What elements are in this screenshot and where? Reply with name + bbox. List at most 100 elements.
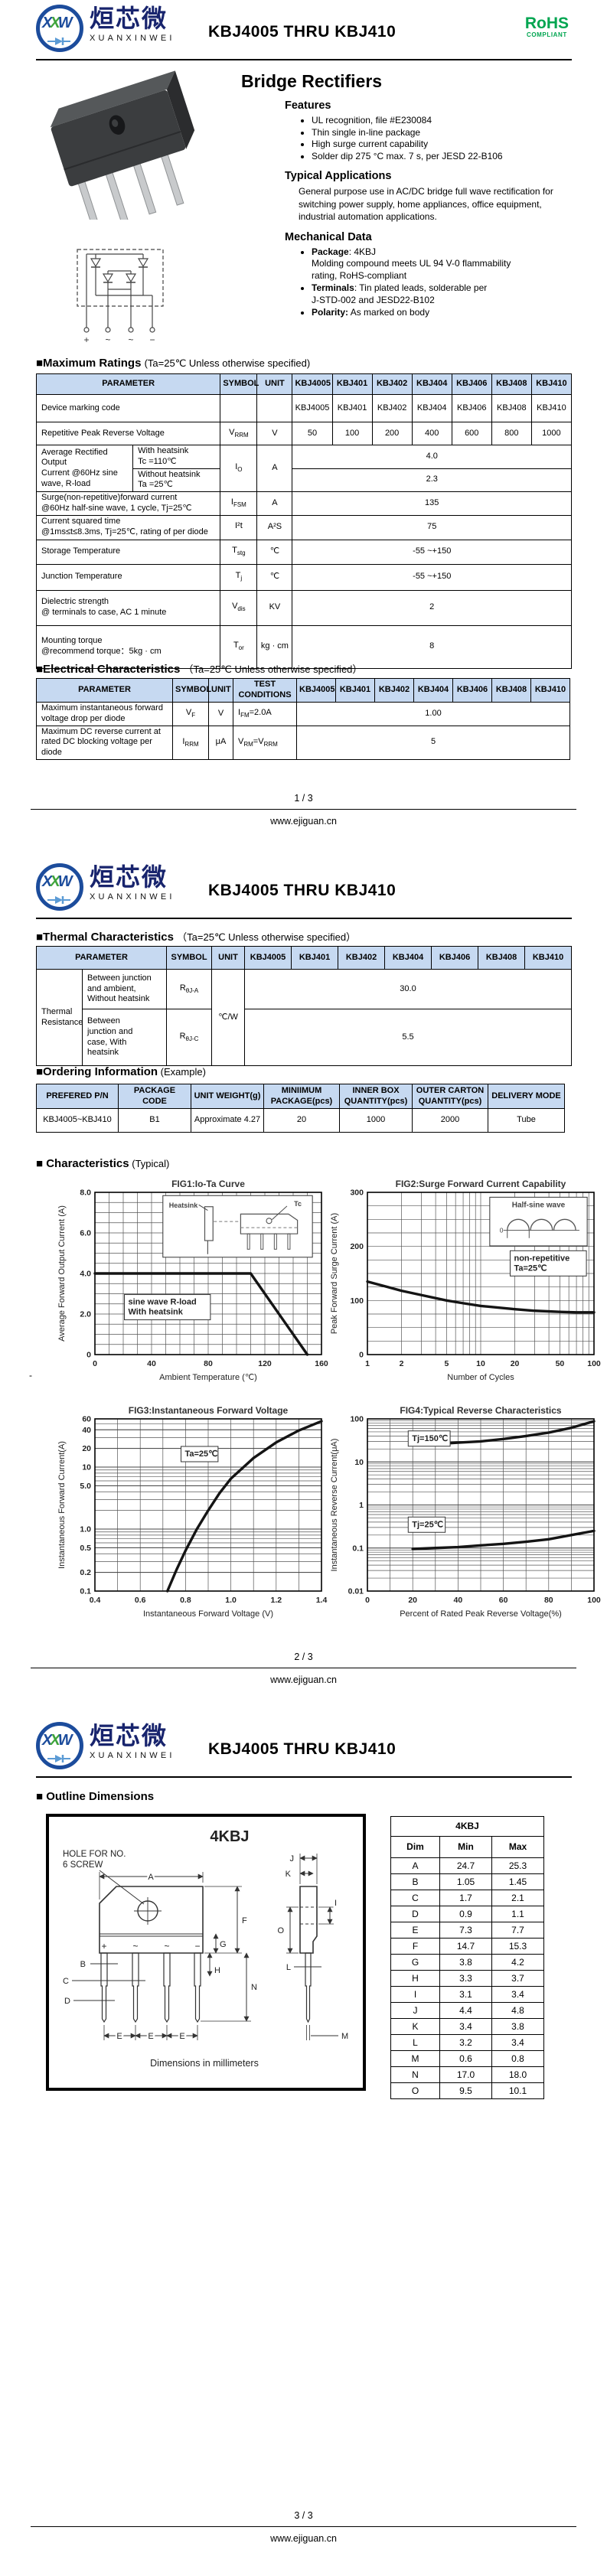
svg-text:2: 2: [400, 1359, 404, 1368]
website-link[interactable]: www.ejiguan.cn: [270, 2533, 337, 2544]
vrrm-value: 600: [451, 422, 492, 445]
mechanical-heading: Mechanical Data: [285, 230, 372, 243]
param-cell: Maximum DC reverse current at rated DC b…: [36, 725, 173, 760]
svg-text:40: 40: [82, 1426, 91, 1435]
header-rule: [36, 59, 572, 60]
value-cell: 5: [296, 725, 570, 760]
unit-cell: ℃/W: [211, 969, 246, 1066]
svg-text:80: 80: [204, 1359, 213, 1368]
param-cell: Device marking code: [35, 394, 221, 422]
rohs-badge: RoHS COMPLIANT: [525, 15, 569, 38]
svg-text:60: 60: [82, 1415, 91, 1424]
applications-heading: Typical Applications: [285, 170, 392, 182]
svg-text:120: 120: [258, 1359, 272, 1368]
header-rule: [36, 918, 572, 919]
param-cell: Maximum instantaneous forward voltage dr…: [36, 701, 173, 726]
ordering-value: B1: [118, 1108, 191, 1133]
outline-drawing: 4KBJ HOLE FOR NO. 6 SCREW + ~ ~ − A F: [46, 1814, 366, 2091]
symbol-cell: IRRM: [172, 725, 209, 760]
table-cell: 3.7: [491, 1970, 544, 1987]
table-cell: 3.8: [439, 1954, 492, 1971]
test-cond-cell: VRM=VRRM: [233, 725, 297, 760]
param-cell: Junction Temperature: [35, 563, 221, 591]
param-cell: Average Rectified Output Current @60Hz s…: [35, 445, 134, 492]
svg-text:1.4: 1.4: [316, 1596, 328, 1605]
table-cell: 3.4: [491, 2034, 544, 2051]
dim-column-header: Min: [439, 1836, 492, 1858]
svg-text:0.1: 0.1: [80, 1587, 91, 1596]
feature-item: High surge current capability: [312, 139, 586, 151]
table-row: G 3.8 4.2: [390, 1954, 544, 1971]
logo-text: 烜芯微 XUANXINWEI: [90, 864, 175, 901]
brand-name-english: XUANXINWEI: [90, 1750, 175, 1760]
svg-text:100: 100: [587, 1596, 601, 1605]
ordering-column-header: PREFERED P/N: [36, 1084, 119, 1109]
table-cell: I: [390, 1986, 440, 2003]
rohs-compliant-label: COMPLIANT: [526, 31, 567, 39]
max-ratings-heading: ■Maximum Ratings (Ta=25℃ Unless otherwis…: [36, 357, 311, 370]
part-number-header: KBJ404: [413, 678, 453, 703]
ordering-value: Tube: [488, 1108, 565, 1133]
part-number-header: KBJ406: [431, 946, 479, 970]
company-logo: XXW 烜芯微 XUANXINWEI: [36, 863, 175, 911]
svg-text:Percent of Rated Peak Reverse: Percent of Rated Peak Reverse Voltage(%): [400, 1609, 562, 1619]
table-row: A 24.7 25.3: [390, 1857, 544, 1874]
summary-column: Bridge Rectifiers Features UL recognitio…: [241, 71, 586, 320]
website-link[interactable]: www.ejiguan.cn: [270, 816, 337, 827]
stray-mark: -: [29, 1370, 32, 1381]
mech-item-package: Package: 4KBJ Molding compound meets UL …: [312, 246, 586, 282]
table-cell: 3.1: [439, 1986, 492, 2003]
svg-text:With heatsink: With heatsink: [128, 1308, 183, 1317]
svg-text:10: 10: [82, 1463, 91, 1472]
website-link[interactable]: www.ejiguan.cn: [270, 1674, 337, 1685]
mech-item-terminals: Terminals: Tin plated leads, solderable …: [312, 282, 586, 306]
svg-text:20: 20: [408, 1596, 417, 1605]
unit-cell: ℃: [256, 539, 293, 565]
table-cell: 3.4: [439, 2018, 492, 2035]
unit-cell: ℃: [256, 563, 293, 591]
svg-text:100: 100: [350, 1296, 364, 1306]
table-row: K 3.4 3.8: [390, 2018, 544, 2035]
terminal-ac1-label: ~: [105, 334, 110, 345]
part-number-header: KBJ4005: [244, 946, 292, 970]
svg-text:Tj=25℃: Tj=25℃: [412, 1520, 443, 1529]
svg-text:200: 200: [350, 1242, 364, 1251]
hole-note-line2: 6 SCREW: [63, 1860, 103, 1870]
unit-cell: KV: [256, 589, 293, 626]
product-title: Bridge Rectifiers: [241, 71, 383, 91]
ordering-table: PREFERED P/N PACKAGE CODE UNIT WEIGHT(g) MI…: [36, 1084, 565, 1133]
part-number-header: KBJ401: [331, 373, 373, 395]
symbol-cell: Tstg: [220, 539, 258, 565]
svg-text:0.8: 0.8: [180, 1596, 191, 1605]
svg-text:0.6: 0.6: [135, 1596, 146, 1605]
symbol-cell: IO: [220, 445, 258, 492]
dim-label-e2: E: [148, 2032, 153, 2041]
feature-item: Thin single in-line package: [312, 127, 586, 139]
value-cell: 5.5: [244, 1009, 573, 1066]
table-cell: N: [390, 2066, 440, 2083]
table-row: E 7.3 7.7: [390, 1922, 544, 1939]
param-cell: Surge(non-repetitive)forward current @60…: [35, 491, 221, 516]
svg-text:1: 1: [359, 1501, 364, 1510]
svg-text:FIG3:Instantaneous Forward Vol: FIG3:Instantaneous Forward Voltage: [129, 1405, 289, 1416]
svg-text:100: 100: [350, 1415, 364, 1424]
dim-label-e1: E: [116, 2032, 122, 2041]
table-cell: 4.4: [439, 2002, 492, 2019]
table-cell: 7.3: [439, 1922, 492, 1939]
document-title: KBJ4005 THRU KBJ410: [208, 882, 397, 899]
table-cell: 3.3: [439, 1970, 492, 1987]
value-cell: 2.3: [292, 468, 572, 492]
dim-column-header: Dim: [390, 1836, 440, 1858]
document-title: KBJ4005 THRU KBJ410: [208, 1740, 397, 1758]
marking-code-value: KBJ401: [331, 394, 373, 422]
part-number-header: KBJ406: [452, 678, 492, 703]
table-cell: 4.2: [491, 1954, 544, 1971]
table-cell: 1.05: [439, 1873, 492, 1890]
ordering-column-header: UNIT WEIGHT(g): [191, 1084, 264, 1109]
table-cell: G: [390, 1954, 440, 1971]
dim-label-i: I: [335, 1899, 337, 1908]
ordering-column-header: DELIVERY MODE: [488, 1084, 565, 1109]
footer-rule: [31, 2526, 576, 2527]
svg-text:0.1: 0.1: [352, 1544, 364, 1553]
symbol-cell: Tj: [220, 563, 258, 591]
